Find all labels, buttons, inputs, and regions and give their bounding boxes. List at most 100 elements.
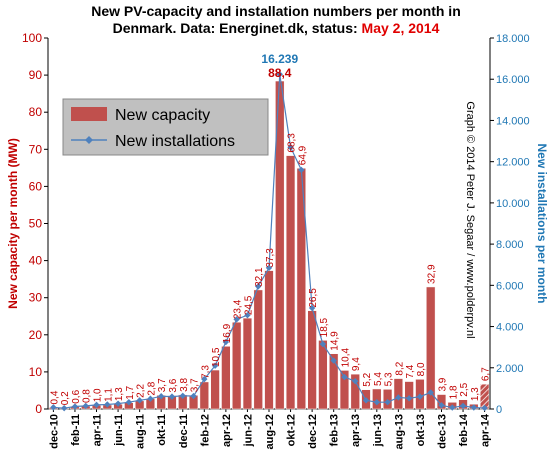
installations-point: [211, 362, 219, 369]
bar-value-label: 16,9: [222, 323, 233, 343]
chart-title-line1: New PV-capacity and installation numbers…: [91, 3, 461, 19]
bar-value-label: 23,4: [233, 299, 244, 319]
capacity-bar: [232, 321, 242, 410]
x-tick-label: feb-11: [70, 414, 82, 446]
bar-value-label: 64,9: [297, 145, 308, 165]
left-tick-label: 0: [35, 402, 42, 416]
installations-point: [308, 304, 316, 312]
bar-value-label: 14,9: [330, 331, 341, 351]
right-tick-label: 4.000: [496, 322, 524, 334]
bar-value-label: 2,8: [146, 381, 157, 395]
bar-value-label: 3,8: [179, 378, 190, 392]
installations-point: [168, 393, 176, 400]
right-tick-label: 0: [496, 404, 502, 416]
x-tick-label: dec-11: [178, 414, 190, 448]
installations-point: [233, 316, 240, 323]
bar-value-label: 1,3: [114, 387, 125, 401]
bar-value-label: 26,5: [308, 288, 319, 308]
chart-text-layer: Graph © 2014 Peter J. Segaar / www.polde…: [49, 52, 491, 405]
left-tick-label: 100: [22, 31, 42, 45]
bar-value-label: 0,6: [71, 389, 82, 403]
installations-point: [449, 404, 456, 411]
capacity-bar: [393, 378, 404, 410]
x-tick-label: dec-12: [307, 414, 319, 449]
x-tick-label: apr-14: [480, 413, 492, 447]
installations-point: [114, 400, 122, 407]
left-tick-label: 90: [29, 68, 43, 82]
bar-value-label: 7,4: [405, 364, 416, 378]
x-tick-label: okt-11: [156, 414, 168, 446]
bar-value-label: 1,0: [93, 388, 104, 402]
bar-value-label: 2,2: [136, 383, 147, 397]
x-tick-label: jun-13: [372, 414, 384, 447]
installations-point: [82, 402, 89, 410]
installations-point: [104, 401, 111, 408]
left-tick-label: 60: [29, 179, 43, 193]
installations-point: [373, 398, 381, 406]
installations-point: [459, 402, 467, 410]
capacity-bar: [221, 346, 231, 410]
y-axis-title: New capacity per month (MW): [6, 138, 20, 309]
right-tick-label: 12.000: [496, 157, 530, 169]
chart-installations-line: [50, 71, 488, 412]
capacity-bar: [339, 370, 350, 410]
bar-value-label: 2,5: [459, 382, 470, 396]
capacity-bar: [372, 388, 382, 410]
chart-status-date: May 2, 2014: [361, 20, 440, 36]
installations-point: [319, 340, 327, 348]
bar-value-label: 0,8: [82, 389, 93, 403]
right-tick-label: 8.000: [496, 239, 524, 251]
installations-point: [416, 393, 424, 400]
bar-value-label: 1,7: [125, 385, 136, 399]
x-tick-label: apr-13: [350, 414, 362, 447]
bar-value-label: 5,3: [384, 372, 395, 386]
x-tick-label: dec-10: [48, 414, 60, 449]
left-tick-label: 40: [29, 254, 43, 268]
capacity-bar: [436, 394, 447, 410]
installations-point: [341, 373, 348, 381]
capacity-bar: [264, 270, 274, 410]
right-tick-label: 2.000: [496, 363, 524, 375]
bar-value-label: 32,1: [254, 267, 265, 287]
bar-value-label: 0,4: [49, 390, 60, 404]
chart-axes: 0 10 20 30 40 50 60 70 80 90 100 0 2.000 4.000 6.000 8.…: [6, 31, 549, 449]
installations-point: [395, 394, 402, 401]
installations-point: [427, 389, 434, 396]
capacity-bar: [329, 353, 339, 410]
capacity-bar: [199, 381, 209, 410]
installations-point: [255, 283, 262, 290]
x-tick-label: feb-13: [329, 414, 341, 446]
right-tick-label: 14.000: [496, 115, 530, 127]
bar-value-label: 10,5: [211, 347, 222, 367]
x-tick-label: feb-12: [199, 414, 211, 446]
bar-value-label: 6,7: [481, 367, 492, 381]
bar-value-label: 5,2: [362, 372, 373, 386]
installations-point: [352, 377, 359, 385]
bar-value-label: 3,7: [157, 378, 168, 392]
installations-point: [330, 357, 337, 364]
capacity-bar: [253, 289, 263, 410]
capacity-bar: [350, 373, 360, 410]
installations-point: [244, 312, 251, 319]
bar-value-label: 8,2: [394, 361, 405, 375]
chart-title-source: Denmark. Data: Energinet.dk, status:: [112, 20, 358, 36]
bar-value-label: 10,4: [340, 348, 351, 368]
installations-point: [384, 398, 391, 406]
capacity-bar: [242, 317, 253, 410]
left-tick-label: 30: [29, 291, 43, 305]
legend-capacity-label: New capacity: [115, 107, 210, 124]
capacity-bar: [285, 155, 296, 410]
installations-point: [71, 403, 79, 410]
installations-point: [201, 375, 208, 383]
bar-value-label: 1,8: [448, 385, 459, 399]
capacity-bar: [307, 310, 317, 410]
installations-point: [298, 166, 305, 174]
installations-point: [287, 144, 294, 151]
bar-value-label: 7,3: [200, 365, 211, 379]
installations-point: [125, 398, 133, 406]
legend-capacity-swatch: [71, 107, 107, 121]
capacity-bar: [426, 286, 436, 410]
left-tick-label: 20: [29, 328, 43, 342]
